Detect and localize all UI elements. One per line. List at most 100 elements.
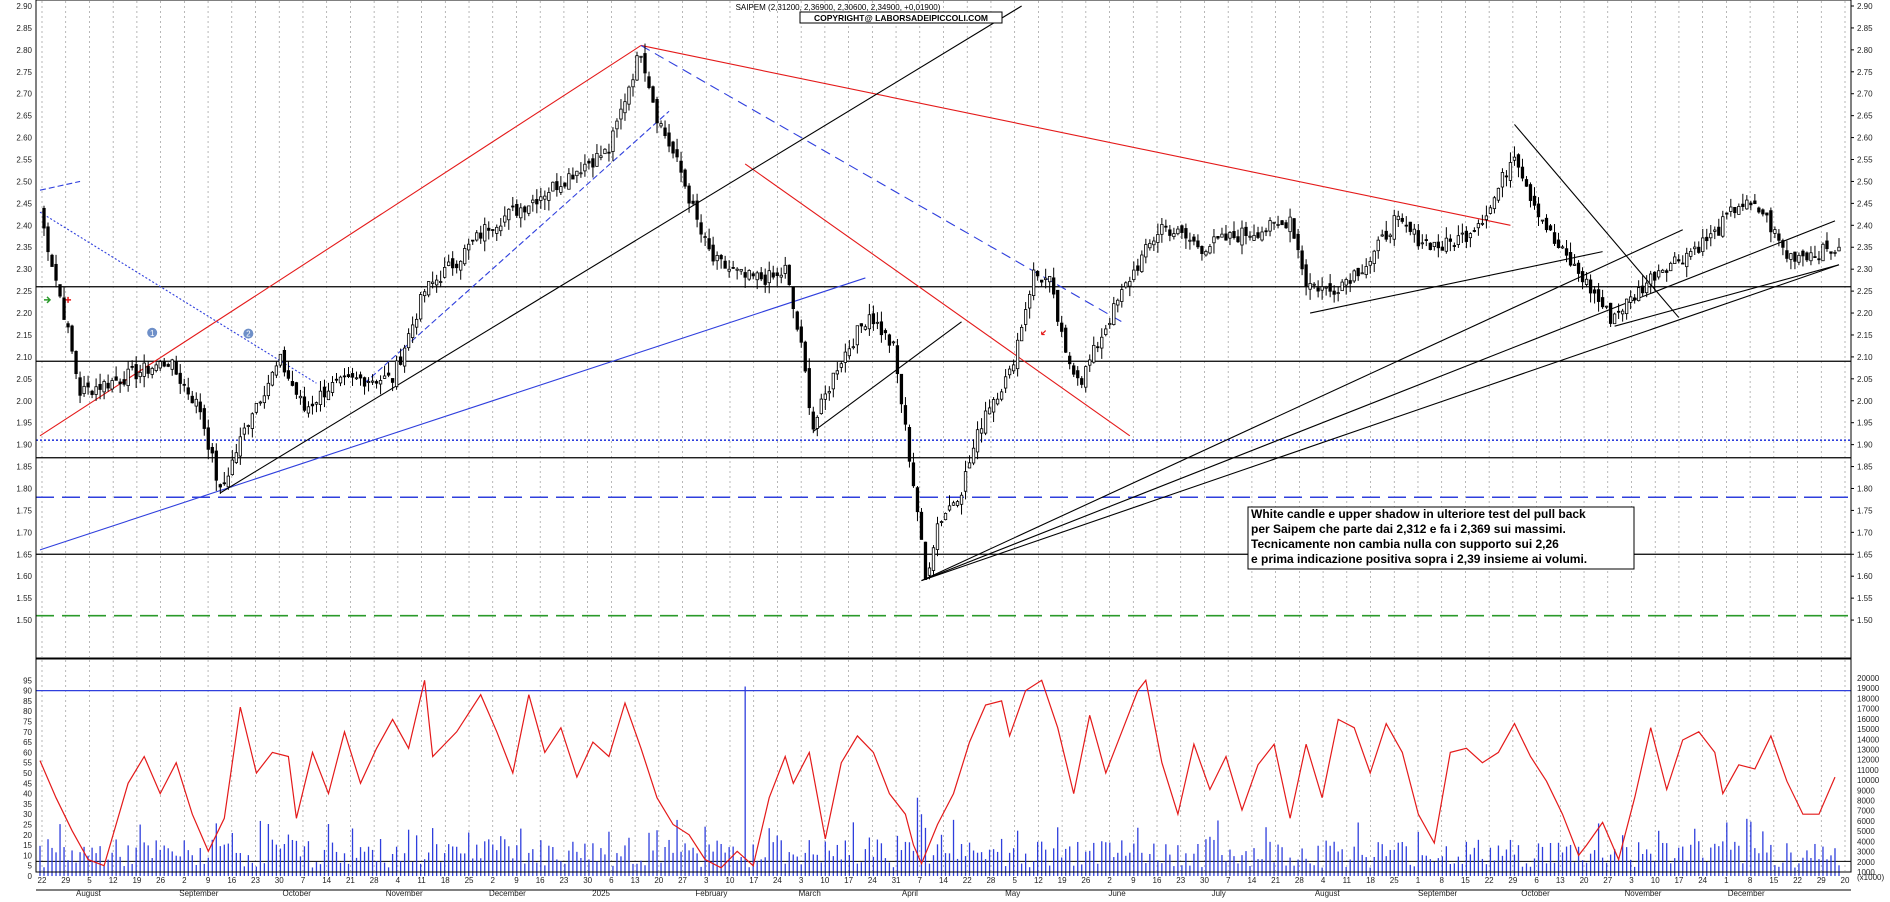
date-tick-label: 18 <box>1366 876 1375 885</box>
candle-body <box>46 226 50 253</box>
candle-body <box>611 130 615 152</box>
candle-body <box>1348 280 1352 284</box>
candle-body <box>991 399 996 413</box>
price-tick-left: 2.25 <box>16 287 32 296</box>
volume-tick-right: 7000 <box>1857 807 1875 816</box>
candle-body <box>1464 230 1469 242</box>
candle-body <box>895 345 900 375</box>
candle <box>122 371 126 387</box>
candle <box>1452 242 1456 252</box>
candle-body <box>138 371 142 378</box>
candle <box>1568 242 1573 267</box>
candle <box>491 229 495 237</box>
candle <box>475 230 479 242</box>
candle <box>1524 176 1529 187</box>
candle <box>1717 218 1721 236</box>
candle <box>691 194 695 206</box>
candle <box>1608 302 1613 328</box>
candle <box>1809 246 1813 266</box>
candle <box>1188 232 1192 250</box>
candle-body <box>471 239 475 242</box>
volume-tick-right: 14000 <box>1857 735 1880 744</box>
candle-body <box>707 238 711 250</box>
candle <box>1697 241 1701 254</box>
candle-body <box>1040 279 1044 283</box>
candle-body <box>1436 241 1440 249</box>
red-cross-marker <box>65 296 72 303</box>
candle <box>811 406 815 434</box>
date-tick-label: 6 <box>1534 876 1539 885</box>
trendline <box>220 5 1022 494</box>
osc-tick-left: 70 <box>23 728 32 737</box>
candle <box>178 364 182 394</box>
candle <box>1757 206 1761 214</box>
candle-body <box>987 407 992 415</box>
candle-body <box>298 395 303 399</box>
price-tick-right: 2.30 <box>1857 265 1873 274</box>
candle-body <box>1685 252 1689 268</box>
candle-body <box>1829 251 1833 254</box>
month-tick-label: November <box>386 889 423 898</box>
osc-tick-left: 35 <box>23 800 32 809</box>
date-tick-label: 10 <box>726 876 735 885</box>
price-tick-left: 1.55 <box>16 594 32 603</box>
candle-body <box>779 274 783 278</box>
candle-body <box>374 381 379 384</box>
candle <box>655 96 659 134</box>
candle <box>106 374 110 392</box>
month-tick-label: August <box>1315 889 1341 898</box>
candle-body <box>154 364 158 371</box>
candle-body <box>1124 282 1128 288</box>
candle <box>102 379 106 400</box>
candle <box>1320 277 1324 300</box>
candle <box>1476 219 1481 236</box>
date-tick-label: 3 <box>1629 876 1634 885</box>
candle-body <box>931 547 936 571</box>
price-tick-right: 2.75 <box>1857 68 1873 77</box>
candle <box>675 138 679 163</box>
candle-body <box>935 523 940 550</box>
candle-body <box>394 360 399 387</box>
date-tick-label: 8 <box>1748 876 1753 885</box>
candle <box>1805 251 1809 263</box>
candle <box>1148 239 1152 251</box>
candle-body <box>54 263 58 281</box>
candle-body <box>230 459 234 476</box>
candle-body <box>731 266 735 269</box>
candle <box>350 367 355 386</box>
oscillator-panel-frame <box>35 658 1852 873</box>
candle-body <box>1548 225 1553 231</box>
volume-tick-right: 9000 <box>1857 786 1875 795</box>
candle <box>166 362 170 368</box>
candle-body <box>1264 230 1268 233</box>
candle-body <box>563 182 567 187</box>
candle-body <box>703 236 707 239</box>
candle-body <box>619 108 623 120</box>
price-tick-right: 2.50 <box>1857 177 1873 186</box>
candle-body <box>1176 228 1180 235</box>
candle <box>555 173 559 197</box>
candle <box>1765 212 1769 223</box>
date-tick-label: 13 <box>1556 876 1565 885</box>
candle-body <box>270 371 275 386</box>
date-tick-label: 13 <box>631 876 640 885</box>
candle <box>1011 359 1016 375</box>
month-tick-label: July <box>1212 889 1226 898</box>
candle <box>238 427 242 465</box>
candle <box>891 340 896 346</box>
candle <box>1745 195 1749 210</box>
month-tick-label: 2025 <box>592 889 610 898</box>
candle <box>1572 254 1577 267</box>
candle <box>711 236 715 266</box>
candle <box>1072 362 1076 378</box>
candle <box>302 386 307 413</box>
date-tick-label: 4 <box>1321 876 1326 885</box>
candle-body <box>1056 289 1060 322</box>
date-tick-label: 22 <box>1793 876 1802 885</box>
candle-body <box>1460 232 1465 235</box>
candle <box>1492 195 1497 214</box>
candle <box>1797 252 1801 266</box>
price-tick-left: 2.10 <box>16 353 32 362</box>
candle <box>1544 214 1549 233</box>
candle-body <box>1528 184 1533 201</box>
